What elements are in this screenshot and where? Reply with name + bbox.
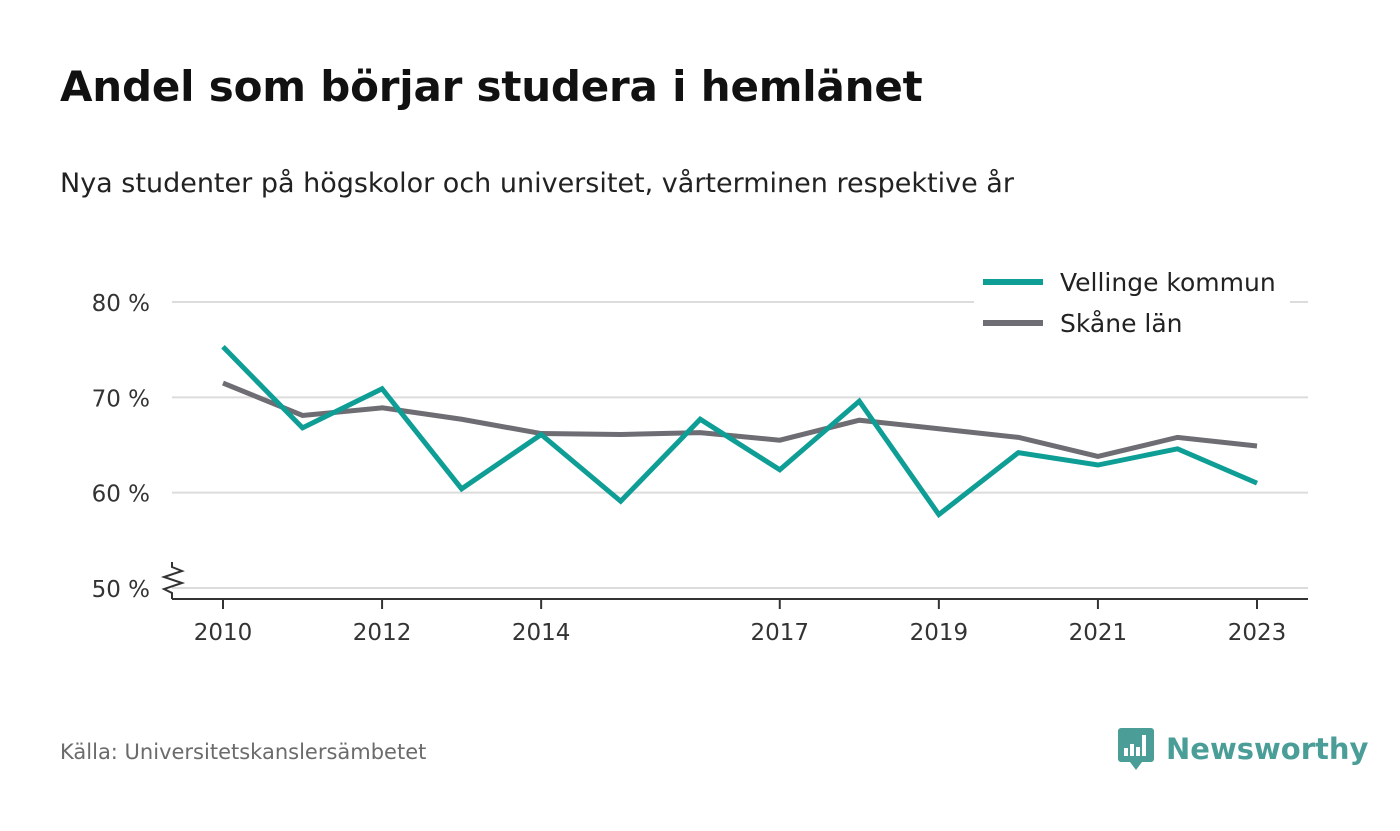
y-axis: 50 % 60 % 70 % 80 % bbox=[92, 291, 186, 603]
axis-break-icon bbox=[160, 562, 186, 599]
brand-name: Newsworthy bbox=[1166, 732, 1369, 766]
series-line-skåne-län bbox=[222, 380, 1258, 460]
brand-logo: Newsworthy bbox=[1118, 728, 1368, 770]
y-tick-label-80: 80 % bbox=[92, 291, 150, 317]
legend-background bbox=[974, 262, 1290, 346]
x-tick-label-2023: 2023 bbox=[1228, 620, 1287, 646]
newsworthy-logo-icon bbox=[1118, 728, 1154, 770]
chart-subtitle: Nya studenter på högskolor och universit… bbox=[60, 168, 1014, 199]
x-tick-label-2019: 2019 bbox=[910, 620, 969, 646]
y-tick-label-60: 60 % bbox=[92, 482, 150, 508]
series-lines bbox=[221, 345, 1258, 519]
x-tick-label-2010: 2010 bbox=[194, 620, 253, 646]
x-tick-label-2017: 2017 bbox=[750, 620, 809, 646]
x-tick-label-2021: 2021 bbox=[1069, 620, 1128, 646]
x-tick-label-2014: 2014 bbox=[512, 620, 571, 646]
x-axis: 2010 2012 2014 2017 2019 2021 2023 bbox=[172, 598, 1308, 646]
chart-title: Andel som börjar studera i hemlänet bbox=[60, 62, 923, 111]
series-line-vellinge-kommun bbox=[221, 345, 1258, 519]
y-tick-label-70: 70 % bbox=[92, 386, 150, 412]
x-tick-label-2012: 2012 bbox=[353, 620, 412, 646]
legend-label-0: Vellinge kommun bbox=[1060, 268, 1276, 297]
legend-label-1: Skåne län bbox=[1060, 309, 1183, 338]
y-tick-label-50: 50 % bbox=[92, 577, 150, 603]
source-note: Källa: Universitetskanslersämbetet bbox=[60, 740, 427, 764]
legend: Vellinge kommun Skåne län bbox=[974, 262, 1290, 346]
